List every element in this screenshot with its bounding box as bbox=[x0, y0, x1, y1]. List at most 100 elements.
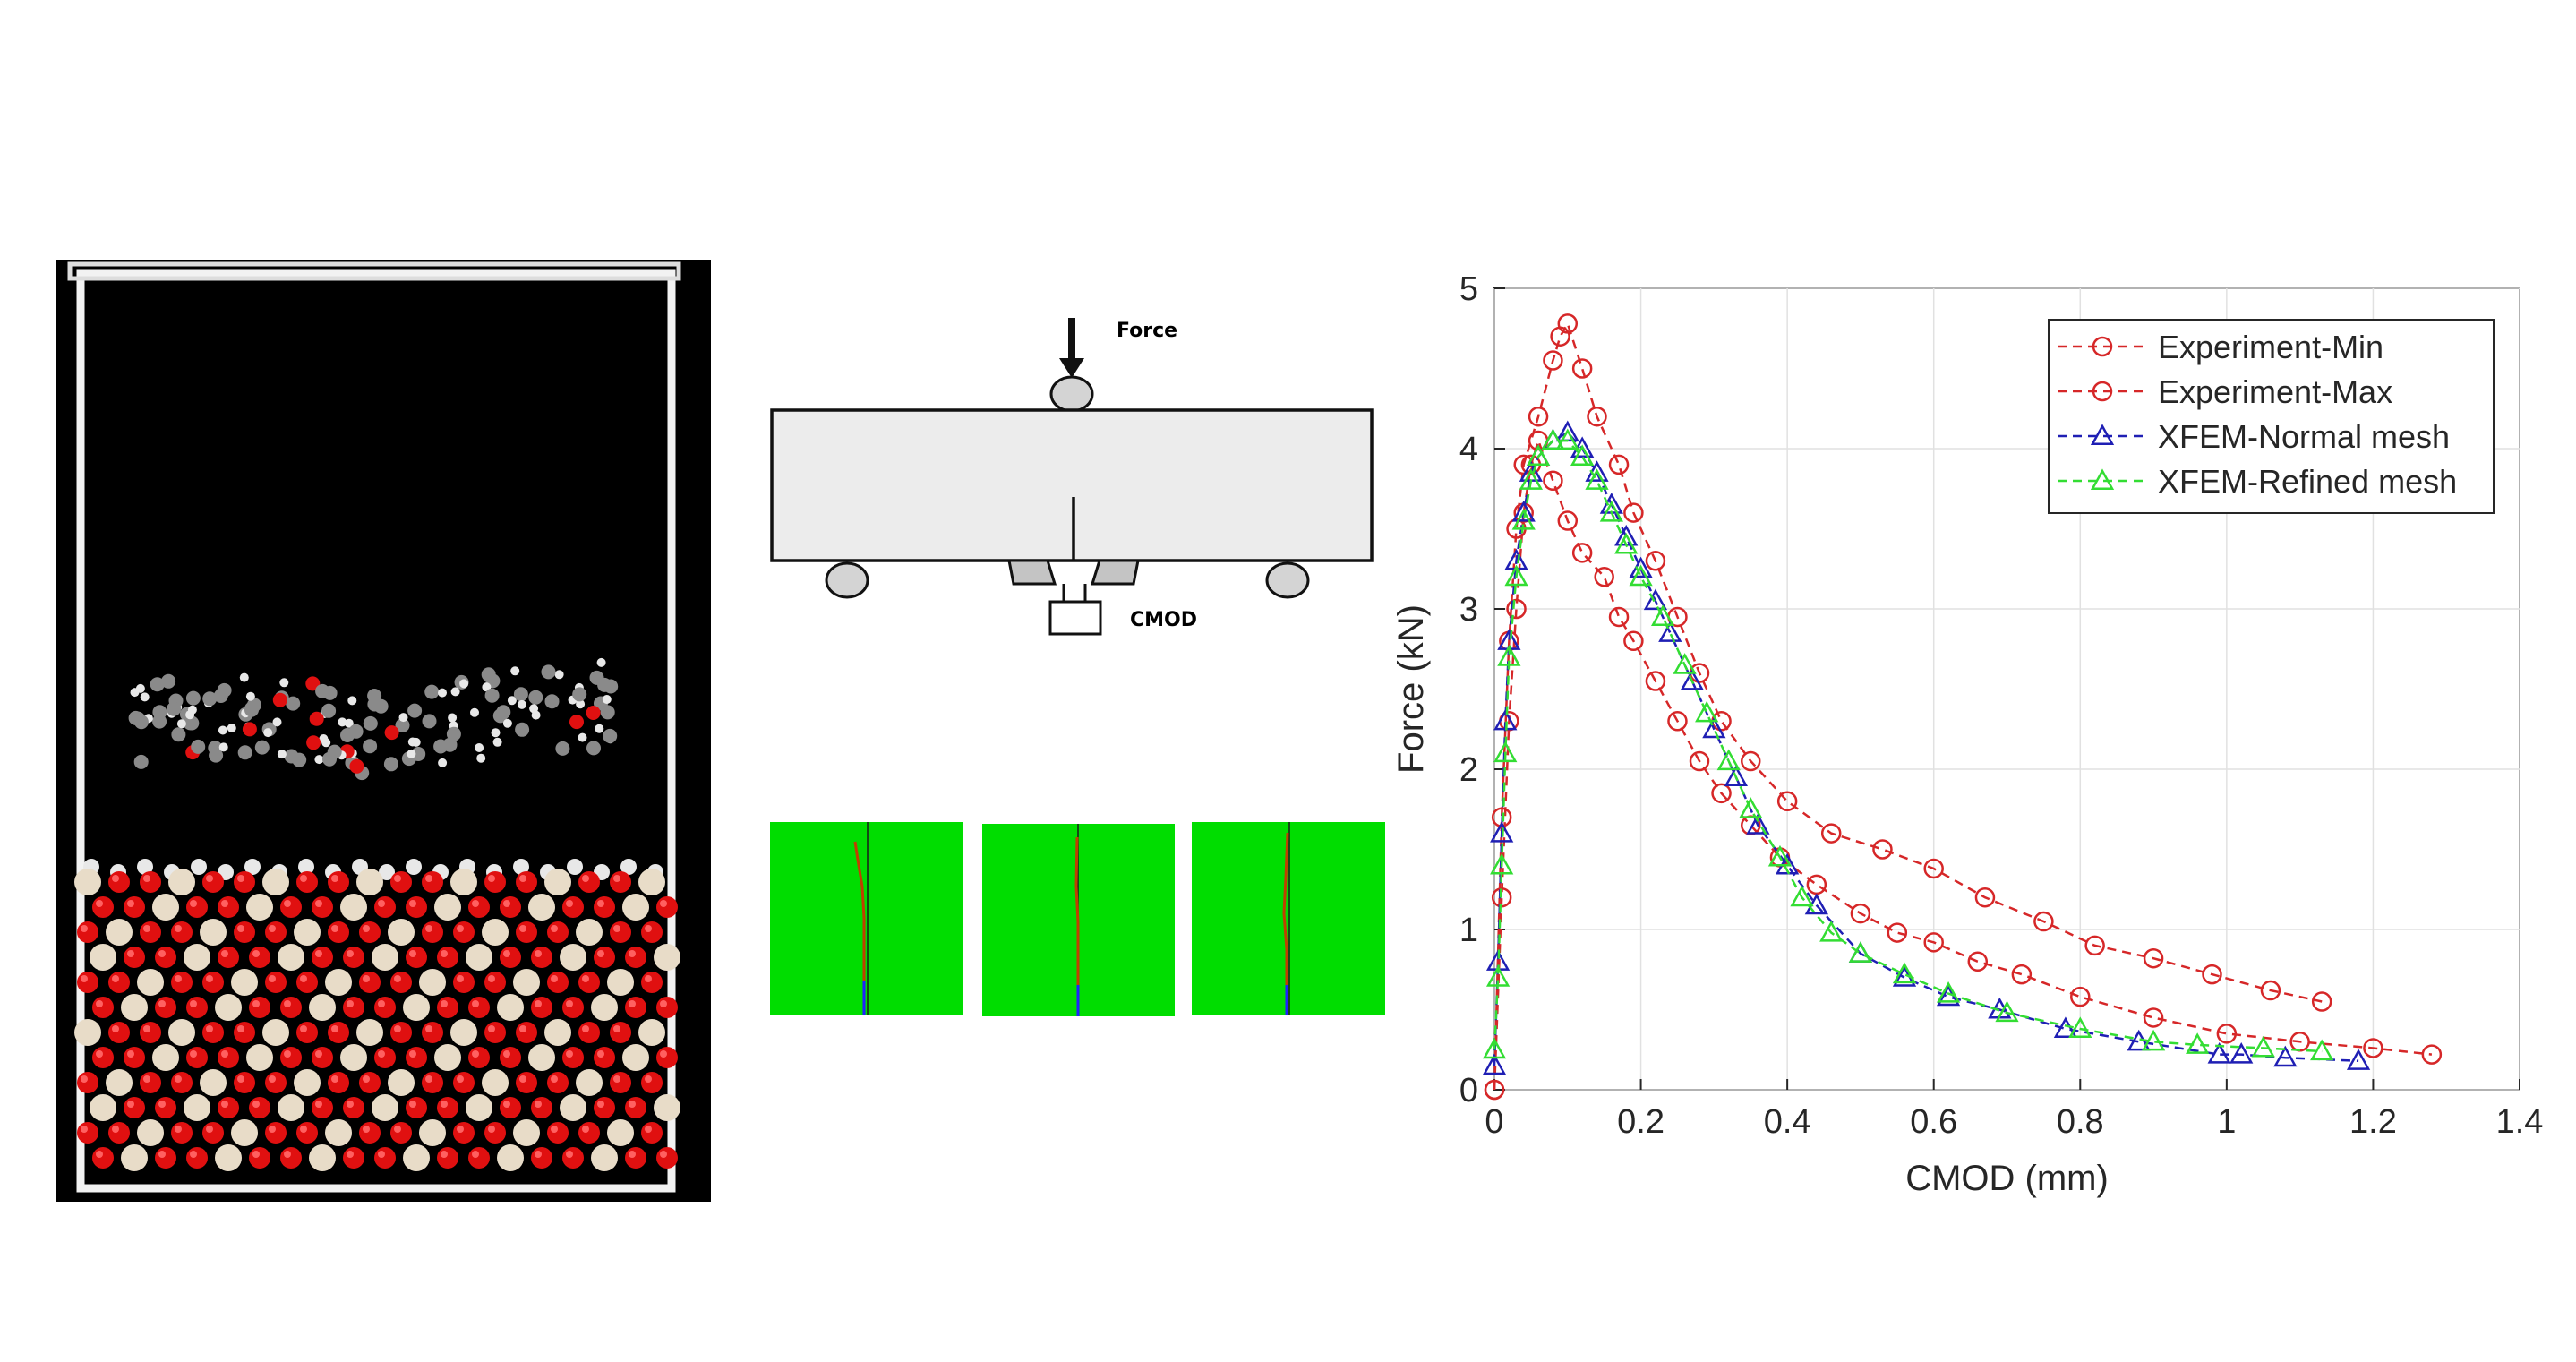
silicon-atom bbox=[528, 1044, 555, 1071]
oxygen-atom bbox=[312, 1097, 333, 1118]
series-xfem-refined-mesh-point bbox=[1614, 532, 1639, 554]
force-arrow-head bbox=[1059, 358, 1084, 378]
oxygen-atom bbox=[234, 1022, 255, 1043]
series-experiment-min-point bbox=[1923, 858, 1944, 879]
atom-highlight bbox=[488, 875, 495, 882]
atom-highlight bbox=[535, 1000, 542, 1007]
legend-xfem-normal-mesh-label: XFEM-Normal mesh bbox=[2158, 418, 2450, 455]
atom-highlight bbox=[613, 925, 620, 932]
oxygen-atom bbox=[171, 972, 193, 993]
series-experiment-min-point bbox=[1543, 350, 1563, 371]
series-xfem-refined-mesh-point bbox=[1504, 564, 1528, 587]
silicon-atom bbox=[121, 994, 148, 1021]
series-experiment-max-point bbox=[2363, 1038, 2383, 1058]
atom-highlight bbox=[425, 875, 432, 882]
silicon-atom bbox=[90, 944, 116, 971]
atom-highlight bbox=[378, 900, 385, 907]
series-experiment-max-point bbox=[1484, 1079, 1505, 1101]
top-load-roller bbox=[1049, 375, 1094, 413]
carbon-atom bbox=[292, 752, 307, 767]
hydrogen-atom bbox=[244, 859, 261, 875]
oxygen-atom bbox=[108, 972, 130, 993]
hydrogen-atom bbox=[218, 742, 228, 752]
series-experiment-max-point bbox=[2421, 1044, 2443, 1065]
hydrogen-atom bbox=[239, 672, 249, 682]
oxygen-atom bbox=[390, 1022, 412, 1043]
oxygen-atom bbox=[437, 1097, 458, 1118]
oxygen-atom bbox=[265, 921, 287, 943]
x-axis-label: CMOD (mm) bbox=[1905, 1159, 2109, 1198]
series-xfem-refined-mesh-line bbox=[1493, 439, 2323, 1053]
atom-highlight bbox=[597, 1101, 604, 1108]
oxygen-atom bbox=[422, 1072, 443, 1093]
hydrogen-atom bbox=[140, 692, 150, 702]
series-experiment-min-point bbox=[1820, 823, 1842, 844]
oxygen-atom bbox=[531, 947, 552, 968]
oxygen-atom bbox=[218, 896, 239, 918]
atom-highlight bbox=[112, 1025, 119, 1032]
oxygen-atom bbox=[484, 871, 506, 893]
carbon-atom bbox=[150, 677, 165, 692]
silicon-atom bbox=[74, 869, 101, 895]
oxygen-atom bbox=[92, 997, 114, 1018]
atom-highlight bbox=[566, 1151, 573, 1158]
y-axis-label: Force (kN) bbox=[1391, 604, 1431, 774]
hydrogen-atom bbox=[502, 718, 512, 728]
series-xfem-refined-mesh-point bbox=[2186, 1032, 2210, 1054]
hydrogen-atom bbox=[438, 688, 447, 698]
silicon-atom bbox=[466, 1094, 492, 1121]
oxygen-atom bbox=[569, 715, 584, 730]
atom-highlight bbox=[378, 1000, 385, 1007]
series-xfem-refined-mesh-point bbox=[1493, 741, 1518, 763]
crack-panel-1 bbox=[770, 822, 963, 1015]
atom-highlight bbox=[347, 1151, 354, 1158]
carbon-atom bbox=[603, 728, 618, 743]
atom-highlight bbox=[81, 1075, 88, 1083]
silicon-atom bbox=[466, 944, 492, 971]
silicon-atom bbox=[450, 869, 477, 895]
silicon-atom bbox=[325, 969, 352, 996]
atom-highlight bbox=[96, 1000, 103, 1007]
oxygen-atom bbox=[218, 1097, 239, 1118]
series-xfem-refined-mesh-point bbox=[1541, 428, 1565, 450]
atom-highlight bbox=[613, 875, 620, 882]
oxygen-atom bbox=[249, 947, 270, 968]
oxygen-atom bbox=[171, 1122, 193, 1144]
oxygen-atom bbox=[140, 871, 161, 893]
oxygen-atom bbox=[468, 997, 490, 1018]
atom-highlight bbox=[582, 975, 589, 982]
atom-highlight bbox=[221, 1101, 228, 1108]
silicon-atom bbox=[106, 1069, 133, 1096]
hydrogen-atom bbox=[135, 683, 145, 693]
atom-highlight bbox=[206, 975, 213, 982]
oxygen-atom bbox=[234, 921, 255, 943]
atom-highlight bbox=[127, 950, 134, 957]
series-experiment-min-point bbox=[1571, 358, 1593, 379]
silicon-atom bbox=[356, 869, 383, 895]
atom-highlight bbox=[127, 900, 134, 907]
oxygen-atom bbox=[656, 1047, 678, 1068]
oxygen-atom bbox=[305, 676, 321, 691]
atom-highlight bbox=[112, 1126, 119, 1133]
silicon-atom bbox=[246, 1044, 273, 1071]
atom-highlight bbox=[503, 950, 510, 957]
oxygen-atom bbox=[280, 896, 302, 918]
cmod-label: CMOD bbox=[1130, 609, 1197, 631]
silicon-atom bbox=[152, 1044, 179, 1071]
silicon-atom bbox=[560, 1094, 586, 1121]
oxygen-atom bbox=[406, 1097, 427, 1118]
atom-highlight bbox=[503, 1101, 510, 1108]
oxygen-atom bbox=[108, 1122, 130, 1144]
carbon-atom bbox=[395, 718, 410, 732]
carbon-atom bbox=[340, 728, 355, 742]
atom-highlight bbox=[237, 925, 244, 932]
series-xfem-refined-mesh-point bbox=[2068, 1016, 2092, 1039]
oxygen-atom bbox=[641, 1122, 663, 1144]
right-support-roller bbox=[1265, 561, 1310, 599]
x-tick-label: 0.8 bbox=[2057, 1103, 2104, 1141]
series-experiment-min-point bbox=[1974, 887, 1996, 908]
carbon-atom bbox=[600, 705, 615, 720]
crack-panel-1-crack bbox=[853, 841, 866, 1015]
oxygen-atom bbox=[186, 896, 208, 918]
silicon-atom bbox=[576, 1069, 603, 1096]
